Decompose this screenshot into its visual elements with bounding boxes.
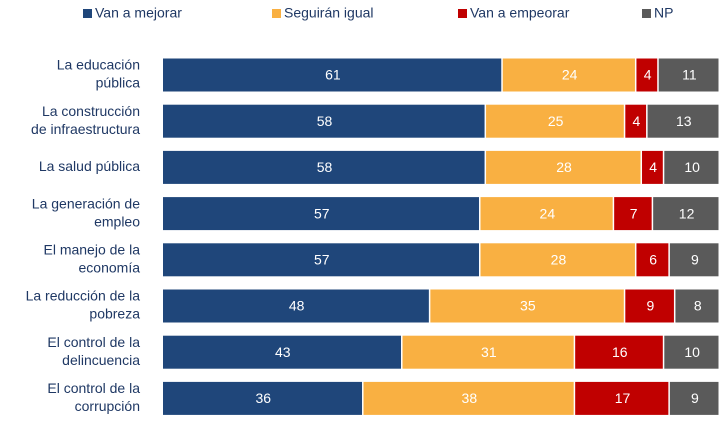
data-label: 9 bbox=[691, 390, 699, 406]
category-label: El manejo de la bbox=[43, 242, 140, 258]
bar-segment bbox=[575, 335, 663, 369]
bar-segment bbox=[480, 197, 613, 231]
bar-segment bbox=[163, 150, 485, 184]
bar-segment bbox=[480, 243, 635, 277]
category-label: La reducción de la bbox=[26, 288, 141, 304]
bar-segment bbox=[163, 335, 402, 369]
bar-segment bbox=[486, 150, 641, 184]
legend-swatch bbox=[642, 9, 651, 18]
data-label: 48 bbox=[289, 298, 305, 314]
data-label: 31 bbox=[481, 344, 497, 360]
data-label: 35 bbox=[520, 298, 536, 314]
bar-segment bbox=[163, 381, 363, 415]
data-label: 9 bbox=[646, 298, 654, 314]
bar-segment bbox=[502, 58, 635, 92]
data-label: 4 bbox=[633, 113, 641, 129]
data-label: 12 bbox=[679, 205, 695, 221]
bar-segment bbox=[653, 197, 719, 231]
legend-label: Seguirán igual bbox=[284, 5, 374, 21]
data-label: 28 bbox=[556, 159, 572, 175]
bar-segment bbox=[664, 150, 719, 184]
category-label: economía bbox=[79, 260, 141, 276]
legend-swatch bbox=[458, 9, 467, 18]
data-label: 4 bbox=[649, 159, 657, 175]
bar-segment bbox=[163, 243, 479, 277]
legend-swatch bbox=[272, 9, 281, 18]
bar-segment bbox=[647, 104, 719, 138]
data-label: 17 bbox=[615, 390, 631, 406]
legend-label: Van a empeorar bbox=[470, 5, 570, 21]
bar-segment bbox=[163, 197, 479, 231]
category-label: La educación bbox=[57, 57, 140, 73]
category-label: El control de la bbox=[47, 380, 140, 396]
category-label: La generación de bbox=[32, 195, 140, 211]
category-label: delincuencia bbox=[62, 352, 140, 368]
category-label: pobreza bbox=[89, 306, 140, 322]
legend-swatch bbox=[83, 9, 92, 18]
bar-segment bbox=[614, 197, 652, 231]
data-label: 36 bbox=[255, 390, 271, 406]
data-label: 9 bbox=[691, 252, 699, 268]
data-label: 24 bbox=[540, 205, 556, 221]
category-label: de infraestructura bbox=[31, 121, 140, 137]
legend-label: Van a mejorar bbox=[95, 5, 182, 21]
data-label: 11 bbox=[682, 67, 697, 83]
data-label: 4 bbox=[644, 67, 652, 83]
bar-segment bbox=[642, 150, 663, 184]
data-label: 25 bbox=[548, 113, 564, 129]
category-label: El control de la bbox=[47, 334, 140, 350]
data-label: 28 bbox=[551, 252, 567, 268]
data-label: 38 bbox=[462, 390, 478, 406]
bar-segment bbox=[658, 58, 719, 92]
category-label: La salud pública bbox=[39, 158, 140, 174]
category-label: La construcción bbox=[42, 103, 140, 119]
bar-segment bbox=[430, 289, 624, 323]
category-label: corrupción bbox=[75, 398, 140, 414]
data-label: 16 bbox=[612, 344, 628, 360]
data-label: 13 bbox=[676, 113, 692, 129]
data-label: 58 bbox=[317, 113, 333, 129]
bar-segment bbox=[163, 289, 429, 323]
data-label: 61 bbox=[325, 67, 341, 83]
bar-segment bbox=[163, 104, 485, 138]
bar-segment bbox=[575, 381, 669, 415]
bar-segment bbox=[664, 335, 719, 369]
legend-label: NP bbox=[654, 5, 673, 21]
bar-segment bbox=[636, 243, 669, 277]
bar-segment bbox=[363, 381, 574, 415]
bar-segment bbox=[669, 243, 719, 277]
bar-segment bbox=[402, 335, 574, 369]
category-label: empleo bbox=[94, 213, 140, 229]
data-label: 58 bbox=[317, 159, 333, 175]
bar-segment bbox=[486, 104, 624, 138]
bar-segment bbox=[625, 104, 647, 138]
bar-segment bbox=[625, 289, 674, 323]
data-label: 43 bbox=[275, 344, 291, 360]
data-label: 57 bbox=[314, 205, 330, 221]
data-label: 10 bbox=[684, 344, 700, 360]
data-label: 24 bbox=[562, 67, 578, 83]
data-label: 6 bbox=[649, 252, 657, 268]
bar-segment bbox=[636, 58, 658, 92]
data-label: 10 bbox=[684, 159, 700, 175]
category-label: pública bbox=[96, 75, 141, 91]
data-label: 7 bbox=[630, 205, 638, 221]
bar-segment bbox=[669, 381, 719, 415]
data-label: 8 bbox=[694, 298, 702, 314]
data-label: 57 bbox=[314, 252, 330, 268]
bar-segment bbox=[675, 289, 719, 323]
bar-segment bbox=[163, 58, 502, 92]
